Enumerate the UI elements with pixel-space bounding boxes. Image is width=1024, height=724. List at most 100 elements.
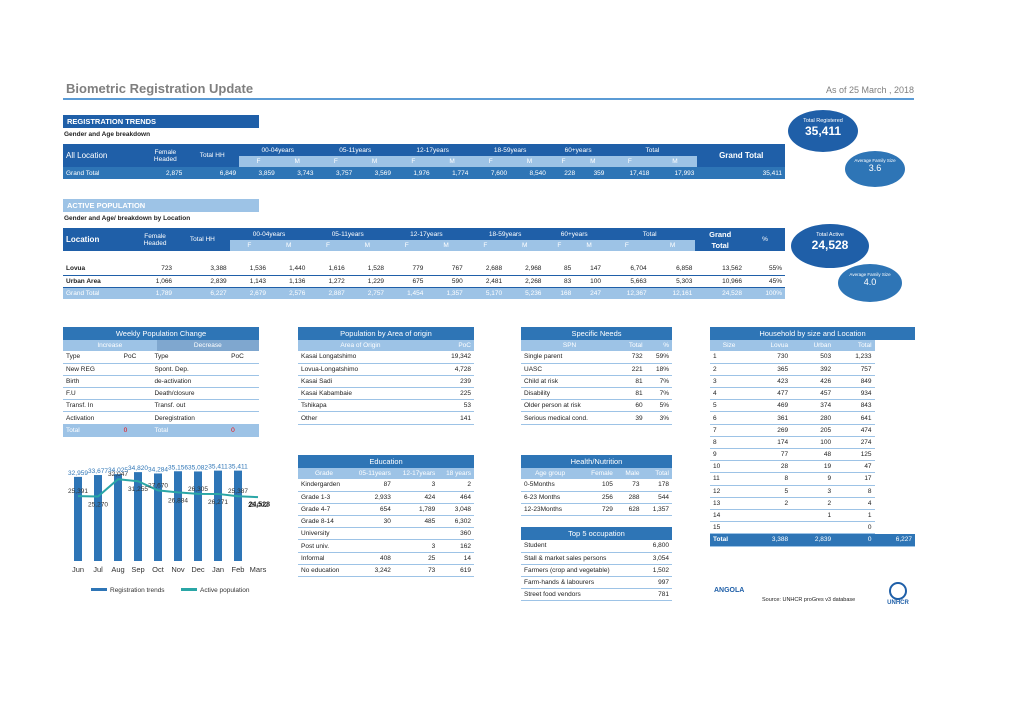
data-label-registration: 34,820 [128, 465, 148, 472]
table-row: Street food vendors 781 [521, 588, 672, 602]
cell: No education [298, 564, 350, 578]
cell: 274 [834, 436, 875, 450]
cell: 2,757 [367, 289, 385, 297]
table-row: Tshikapa 53 [298, 399, 474, 413]
population-trend-chart: 25,391 25,270 32,047 31,255 27,670 26,884 26,3… [63, 456, 278, 606]
cell: 1,616 [308, 263, 348, 276]
cell: 53 [422, 399, 474, 413]
data-label-registration: 32,959 [68, 470, 88, 477]
cell: 1,136 [269, 275, 309, 288]
cell [228, 399, 259, 413]
age-group-header: 12-17years [410, 230, 443, 238]
cell: 10 [710, 460, 749, 474]
decrease-header: Decrease [156, 340, 259, 351]
registration-trends-subtitle: Gender and Age breakdown [64, 131, 151, 138]
cell: Single parent [521, 351, 619, 364]
angola-logo: ANGOLA [714, 587, 745, 594]
cell: 730 [748, 351, 792, 364]
cell: 5 [710, 399, 749, 413]
cell: 3 [393, 539, 439, 553]
cell: 19 [791, 460, 835, 474]
cell: 544 [642, 491, 672, 504]
data-label-active: 26,271 [208, 499, 228, 506]
cell: 7,600 [490, 169, 508, 177]
cell: 619 [438, 564, 474, 578]
table-row: Kasai Kabambaie 225 [298, 387, 474, 401]
grand-header: Grand [709, 229, 732, 239]
cell: 6,849 [219, 169, 237, 177]
pct-header: % [762, 236, 768, 243]
grand-total-row: Grand Total 1,789 6,227 2,679 2,576 2,887 2,75… [63, 287, 785, 299]
cell: Kasai Longatshimo [298, 351, 423, 364]
data-label-active: 27,670 [148, 482, 168, 489]
table-row: Single parent 732 59% [521, 351, 672, 364]
cell [748, 509, 792, 523]
legend-swatch-active [181, 588, 197, 591]
cell: 73 [393, 564, 439, 578]
col-header: 18 years [438, 468, 474, 479]
cell: 12,367 [626, 289, 647, 297]
m-header: M [364, 242, 371, 249]
page-title: Biometric Registration Update [66, 81, 254, 96]
cell: University [298, 527, 350, 541]
cell: Older person at risk [521, 399, 619, 413]
cell [120, 375, 152, 389]
col-header: Male [615, 468, 643, 479]
cell: 47 [834, 460, 875, 474]
table-row: University 360 [298, 527, 474, 541]
col-header: Female [579, 468, 616, 479]
table-row: Grade 4-7 654 1,789 3,048 [298, 503, 474, 517]
cell: 12,161 [672, 289, 693, 297]
table-row: Grade 8-14 30 485 6,302 [298, 515, 474, 529]
cell: 178 [642, 479, 672, 492]
cell: 3,242 [349, 564, 394, 578]
total-row: Total 0 Total 0 [63, 424, 259, 437]
cell: 45% [744, 275, 785, 288]
cell: 1,774 [452, 169, 469, 177]
cell: 3,048 [438, 503, 474, 517]
x-tick-label: Sep [131, 565, 144, 574]
x-tick-label: Jun [72, 565, 84, 574]
cell [228, 363, 259, 376]
cell: 162 [438, 539, 474, 553]
cell: 39 [618, 411, 646, 425]
cell: 365 [748, 363, 792, 376]
avg-family-size-2-label: Average Family Size [849, 272, 891, 277]
cell: 0 [834, 533, 875, 547]
cell: 3,054 [642, 552, 672, 565]
location-label: Location [66, 235, 100, 244]
cell: 3,743 [297, 169, 314, 177]
active-population-header: ACTIVE POPULATION [63, 199, 259, 212]
table-row: 2 365 392 757 [710, 363, 915, 376]
total-active-label: Total Active [816, 232, 844, 238]
cell: 280 [791, 411, 835, 425]
total-active-value: 24,528 [811, 238, 849, 252]
col-header: % [645, 340, 672, 351]
col-header: Size [710, 340, 749, 351]
cell: 105 [579, 479, 616, 492]
bar-registration [174, 471, 182, 561]
cell: 168 [560, 289, 572, 297]
cell: UASC [521, 363, 619, 376]
cell: 1,502 [642, 564, 672, 578]
cell: 5% [645, 399, 672, 413]
age-group-header: 60+years [560, 230, 588, 238]
table-row: 11 8 9 17 [710, 472, 915, 486]
table-row: 14 1 1 [710, 509, 915, 523]
cell: 5,236 [525, 289, 542, 297]
avg-family-size-1: Average Family Size 3.6 [845, 151, 905, 187]
cell: 779 [387, 263, 427, 276]
cell: 4 [834, 497, 875, 510]
cell: 14 [438, 552, 474, 565]
total-registered-value: 35,411 [804, 124, 842, 138]
table-row: Informal 408 25 14 [298, 552, 474, 565]
cell: 6,704 [603, 263, 650, 276]
bar-registration [154, 473, 162, 561]
x-tick-label: Dec [191, 565, 205, 574]
cell [791, 521, 835, 535]
cell: Activation [63, 411, 121, 425]
f-header: F [247, 242, 252, 249]
cell [748, 521, 792, 535]
cell: 205 [791, 424, 835, 437]
active-population-subtitle: Gender and Age/ breakdown by Location [64, 215, 191, 222]
